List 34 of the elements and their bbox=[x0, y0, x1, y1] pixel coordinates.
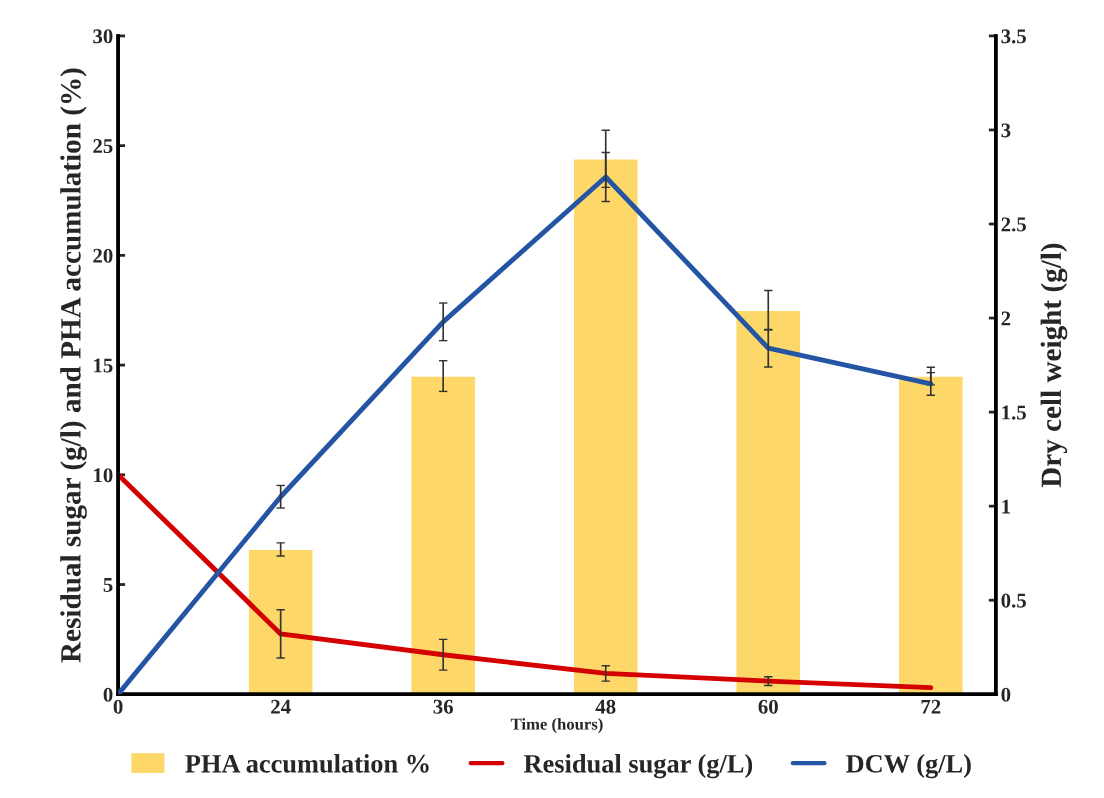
y2-tick-label: 1 bbox=[1002, 499, 1011, 514]
bar bbox=[897, 375, 964, 695]
y-axis-title: Residual sugar (g/l) and PHA accumulation (%) bbox=[60, 68, 87, 663]
y2-tick-label: 3 bbox=[1001, 123, 1011, 138]
x-tick-label: 24 bbox=[271, 699, 291, 714]
y-tick-label: 5 bbox=[103, 578, 113, 592]
x-tick-label: 36 bbox=[433, 699, 453, 714]
legend-label: Residual sugar (g/L) bbox=[523, 754, 753, 779]
x-tick-label: 60 bbox=[758, 699, 778, 714]
bar bbox=[247, 548, 314, 695]
x-tick-label: 72 bbox=[921, 699, 941, 714]
legend-label: PHA accumulation % bbox=[185, 754, 429, 773]
y2-tick-label: 2.5 bbox=[1001, 217, 1026, 232]
y2-tick-label: 0.5 bbox=[1001, 593, 1026, 608]
y2-axis-title: Dry cell weight (g/l) bbox=[1040, 243, 1068, 488]
y-tick-label: 15 bbox=[94, 358, 113, 373]
line-series bbox=[118, 174, 934, 695]
bar bbox=[735, 309, 802, 695]
y2-tick-label: 2 bbox=[1001, 311, 1011, 326]
y-tick-label: 25 bbox=[93, 139, 113, 154]
y2-tick-label: 3.5 bbox=[1001, 29, 1026, 44]
y-tick-label: 10 bbox=[94, 468, 113, 483]
bar bbox=[409, 375, 477, 695]
legend-label: DCW (g/L) bbox=[846, 754, 971, 779]
y2-tick-label: 1.5 bbox=[1002, 405, 1026, 420]
x-tick-label: 0 bbox=[113, 699, 123, 714]
line-series bbox=[118, 472, 934, 691]
y2-tick-label: 0 bbox=[1001, 687, 1011, 702]
bar bbox=[572, 158, 639, 695]
x-axis-title: Time (hours) bbox=[510, 718, 603, 734]
x-tick-label: 48 bbox=[595, 699, 616, 714]
y-tick-label: 20 bbox=[93, 248, 113, 263]
y-tick-label: 0 bbox=[103, 687, 113, 702]
y-tick-label: 30 bbox=[93, 29, 113, 44]
